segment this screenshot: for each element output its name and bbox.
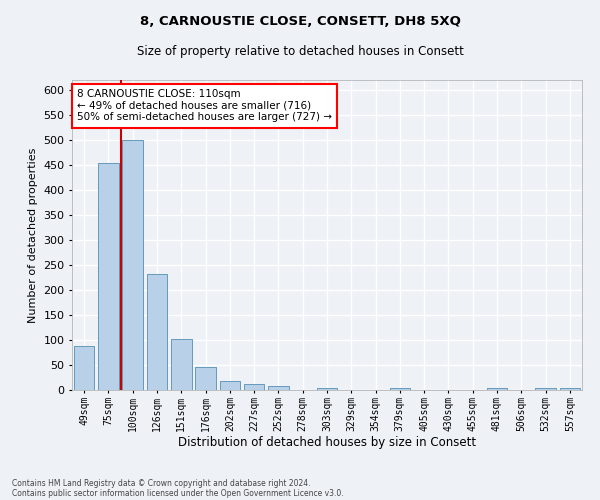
Bar: [317, 388, 337, 390]
Text: 8 CARNOUSTIE CLOSE: 110sqm
← 49% of detached houses are smaller (716)
50% of sem: 8 CARNOUSTIE CLOSE: 110sqm ← 49% of deta…: [77, 90, 332, 122]
Text: Contains public sector information licensed under the Open Government Licence v3: Contains public sector information licen…: [12, 488, 344, 498]
Bar: [220, 381, 240, 390]
Y-axis label: Number of detached properties: Number of detached properties: [28, 148, 38, 322]
Bar: [244, 384, 265, 390]
Bar: [195, 367, 216, 390]
Bar: [74, 346, 94, 390]
Bar: [487, 388, 508, 390]
Bar: [122, 140, 143, 390]
Bar: [268, 386, 289, 390]
Bar: [389, 388, 410, 390]
X-axis label: Distribution of detached houses by size in Consett: Distribution of detached houses by size …: [178, 436, 476, 450]
Text: Size of property relative to detached houses in Consett: Size of property relative to detached ho…: [137, 45, 463, 58]
Text: Contains HM Land Registry data © Crown copyright and database right 2024.: Contains HM Land Registry data © Crown c…: [12, 478, 311, 488]
Bar: [535, 388, 556, 390]
Bar: [98, 162, 119, 390]
Bar: [146, 274, 167, 390]
Bar: [171, 339, 191, 390]
Bar: [560, 388, 580, 390]
Text: 8, CARNOUSTIE CLOSE, CONSETT, DH8 5XQ: 8, CARNOUSTIE CLOSE, CONSETT, DH8 5XQ: [140, 15, 460, 28]
